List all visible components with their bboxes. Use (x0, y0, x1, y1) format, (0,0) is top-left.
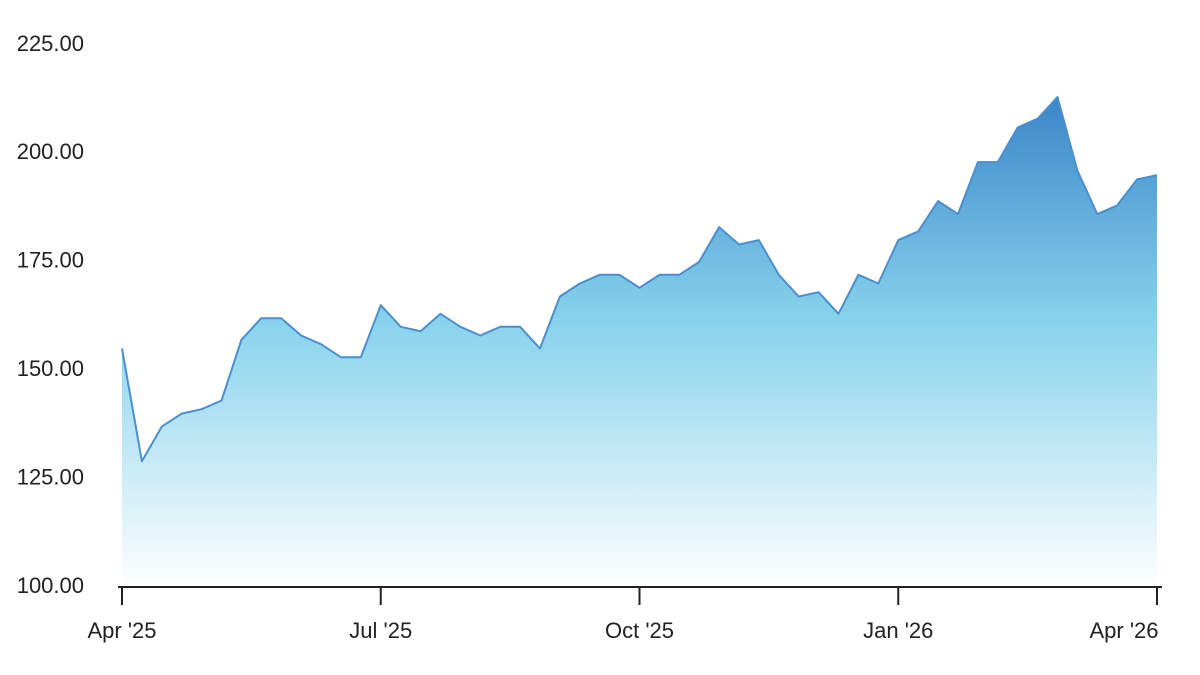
area-fill (122, 97, 1157, 587)
x-tick-label: Apr '26 (1089, 618, 1158, 643)
x-tick-label: Jul '25 (349, 618, 412, 643)
y-tick-label: 100.00 (17, 573, 84, 598)
y-tick-label: 175.00 (17, 248, 84, 273)
x-tick-label: Apr '25 (87, 618, 156, 643)
x-tick-label: Oct '25 (605, 618, 674, 643)
y-tick-label: 200.00 (17, 139, 84, 164)
x-tick-label: Jan '26 (863, 618, 933, 643)
y-tick-label: 225.00 (17, 31, 84, 56)
price-line (121, 96, 1158, 463)
y-tick-label: 150.00 (17, 356, 84, 381)
y-tick-label: 125.00 (17, 464, 84, 489)
